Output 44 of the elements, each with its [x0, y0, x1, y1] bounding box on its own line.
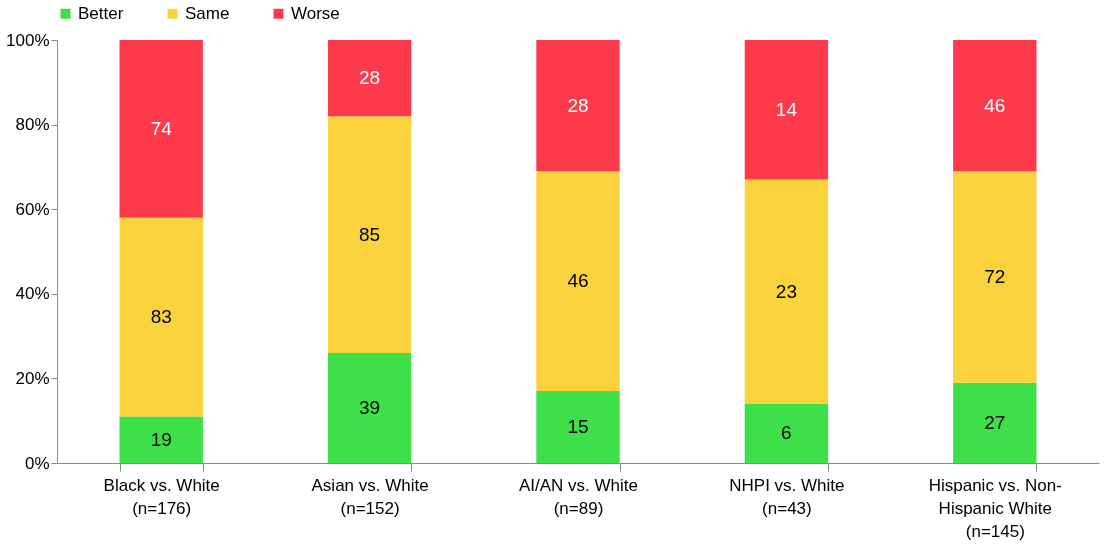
- bar: [327, 353, 412, 463]
- y-tick-label: 100%: [6, 30, 50, 50]
- x-tick-label: Black vs. White (n=176): [103, 475, 220, 518]
- bar: [744, 403, 829, 463]
- x-tick-label: Hispanic vs. Non- Hispanic White (n=145): [928, 475, 1062, 541]
- bar: [119, 40, 203, 218]
- annotation: 23: [775, 280, 797, 302]
- annotation: 28: [359, 67, 381, 89]
- bar: [119, 217, 203, 417]
- bar: [536, 391, 620, 463]
- x-tick-label: NHPI vs. White (n=43): [729, 475, 845, 518]
- y-tick-label: 60%: [15, 199, 50, 219]
- bar: [744, 179, 829, 404]
- annotation: 19: [150, 428, 172, 450]
- legend-label: Worse: [291, 3, 340, 23]
- x-tick-label: AI/AN vs. White (n=89): [518, 475, 639, 518]
- x-tick-label: Asian vs. White (n=152): [311, 475, 429, 518]
- bar: [953, 382, 1037, 463]
- bar: [119, 416, 203, 463]
- annotation: 46: [984, 94, 1006, 116]
- bar: [953, 171, 1037, 383]
- bar: [536, 40, 620, 172]
- y-tick-label: 80%: [15, 115, 50, 135]
- annotation: 74: [150, 117, 173, 139]
- y-tick-label: 20%: [15, 368, 50, 388]
- y-tick-label: 0%: [24, 453, 50, 473]
- bar: [744, 40, 829, 180]
- y-tick-label: 40%: [15, 284, 50, 304]
- bar: [327, 116, 412, 354]
- annotation: 28: [567, 94, 589, 116]
- annotation: 83: [150, 306, 172, 328]
- annotation: 27: [984, 411, 1006, 433]
- annotation: 46: [567, 270, 589, 292]
- annotation: 6: [781, 422, 792, 444]
- legend-label: Same: [185, 3, 230, 23]
- annotation: 39: [359, 397, 381, 419]
- bar: [327, 40, 412, 117]
- bar: [536, 171, 620, 392]
- annotation: 72: [984, 265, 1006, 287]
- annotation: 85: [359, 223, 381, 245]
- annotation: 15: [567, 416, 589, 438]
- annotation: 14: [775, 98, 798, 120]
- legend-label: Better: [78, 3, 124, 23]
- bar: [953, 40, 1037, 172]
